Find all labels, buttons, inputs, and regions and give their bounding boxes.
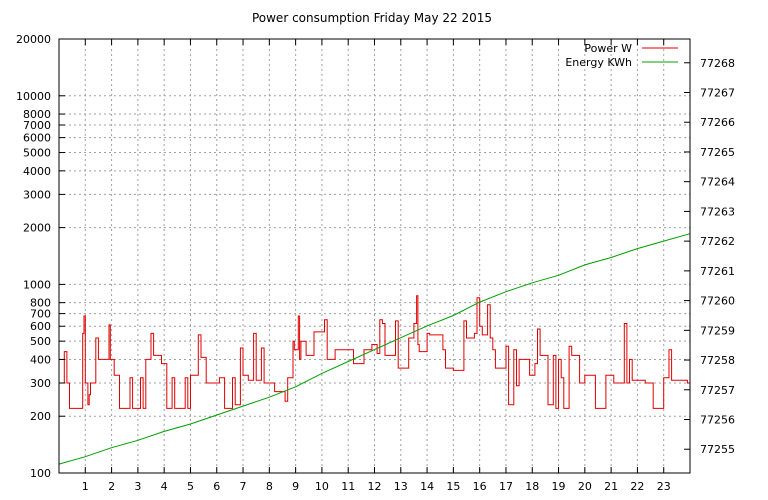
x-tick-label: 8 — [266, 480, 273, 493]
y-left-tick-label: 2000 — [23, 222, 51, 235]
y-right-tick-label: 77261 — [700, 265, 735, 278]
y-left-tick-label: 10000 — [16, 90, 51, 103]
y-left-tick-label: 600 — [30, 320, 51, 333]
legend-item-energy: Energy KWh — [565, 56, 678, 69]
y-left-tick-label: 700 — [30, 308, 51, 321]
x-tick-label: 14 — [420, 480, 434, 493]
y-right-tick-label: 77259 — [700, 324, 735, 337]
x-tick-label: 10 — [315, 480, 329, 493]
y-left-tick-label: 7000 — [23, 119, 51, 132]
y-right-tick-label: 77258 — [700, 354, 735, 367]
y-right-tick-label: 77268 — [700, 57, 735, 70]
chart-title: Power consumption Friday May 22 2015 — [252, 11, 492, 25]
x-tick-label: 19 — [552, 480, 566, 493]
y-left-tick-label: 500 — [30, 335, 51, 348]
y-right-tick-label: 77267 — [700, 87, 735, 100]
x-tick-label: 7 — [240, 480, 247, 493]
legend: Power W Energy KWh — [565, 42, 678, 69]
x-tick-label: 18 — [525, 480, 539, 493]
x-tick-label: 12 — [368, 480, 382, 493]
x-tick-label: 17 — [499, 480, 513, 493]
x-tick-label: 1 — [82, 480, 89, 493]
y-left-tick-label: 800 — [30, 297, 51, 310]
x-tick-label: 13 — [394, 480, 408, 493]
legend-label-energy: Energy KWh — [565, 56, 632, 69]
x-tick-label: 21 — [604, 480, 618, 493]
y-right-tick-label: 77264 — [700, 176, 735, 189]
x-tick-label: 15 — [446, 480, 460, 493]
x-tick-label: 2 — [108, 480, 115, 493]
x-tick-label: 5 — [187, 480, 194, 493]
y-right-tick-label: 77266 — [700, 116, 735, 129]
x-tick-label: 6 — [213, 480, 220, 493]
y-left-tick-label: 400 — [30, 353, 51, 366]
y-left-tick-label: 100 — [30, 467, 51, 480]
y-left-tick-label: 6000 — [23, 132, 51, 145]
y-right-axis: 77255 77256 77257 77258 77259 77260 77261 77262… — [684, 57, 735, 456]
y-left-tick-label: 1000 — [23, 278, 51, 291]
y-left-tick-label: 4000 — [23, 165, 51, 178]
y-right-tick-label: 77265 — [700, 146, 735, 159]
series-line-power — [59, 295, 690, 409]
x-tick-label: 11 — [341, 480, 355, 493]
y-left-tick-label: 300 — [30, 377, 51, 390]
x-axis: 1 2 3 4 5 6 7 8 9 10 11 12 13 14 15 16 17 18 19 20 21 22 23 — [82, 39, 671, 493]
legend-item-power: Power W — [584, 42, 678, 55]
series-layer — [58, 233, 691, 465]
x-tick-label: 23 — [657, 480, 671, 493]
y-right-tick-label: 77255 — [700, 443, 735, 456]
y-left-tick-label: 200 — [30, 410, 51, 423]
y-left-tick-label: 8000 — [23, 108, 51, 121]
y-left-tick-label: 20000 — [16, 33, 51, 46]
y-right-tick-label: 77260 — [700, 295, 735, 308]
legend-label-power: Power W — [584, 42, 632, 55]
x-tick-label: 20 — [578, 480, 592, 493]
x-tick-label: 22 — [630, 480, 644, 493]
x-tick-label: 4 — [161, 480, 168, 493]
y-right-tick-label: 77262 — [700, 235, 735, 248]
y-left-tick-label: 5000 — [23, 147, 51, 160]
x-tick-label: 16 — [473, 480, 487, 493]
y-right-tick-label: 77256 — [700, 413, 735, 426]
x-tick-label: 3 — [134, 480, 141, 493]
y-left-tick-label: 3000 — [23, 188, 51, 201]
x-tick-label: 9 — [292, 480, 299, 493]
y-right-tick-label: 77257 — [700, 384, 735, 397]
series-line-energy — [58, 233, 691, 465]
y-right-tick-label: 77263 — [700, 205, 735, 218]
